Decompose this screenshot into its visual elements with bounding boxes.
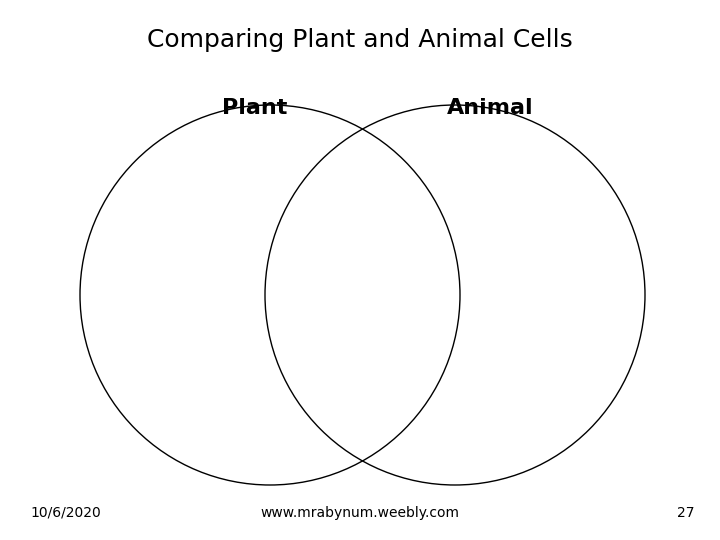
- Text: www.mrabynum.weebly.com: www.mrabynum.weebly.com: [261, 506, 459, 520]
- Text: Animal: Animal: [446, 98, 534, 118]
- Text: 27: 27: [678, 506, 695, 520]
- Text: 10/6/2020: 10/6/2020: [30, 506, 101, 520]
- Text: Plant: Plant: [222, 98, 288, 118]
- Text: Comparing Plant and Animal Cells: Comparing Plant and Animal Cells: [147, 28, 573, 52]
